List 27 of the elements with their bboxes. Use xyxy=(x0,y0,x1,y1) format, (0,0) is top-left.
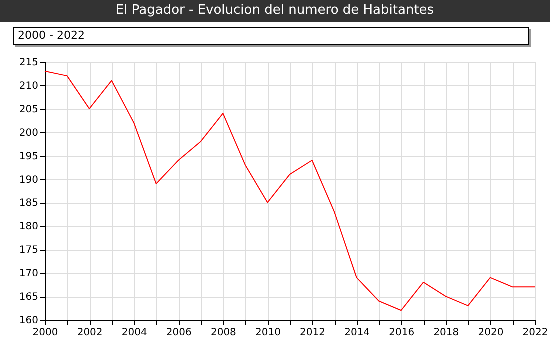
x-tick-label: 2004 xyxy=(122,328,148,338)
y-tick-label: 160 xyxy=(19,316,38,326)
y-tick-label: 175 xyxy=(19,245,38,256)
x-tick-label: 2018 xyxy=(434,328,460,338)
y-tick-label: 215 xyxy=(19,58,38,68)
x-tick-label: 2002 xyxy=(77,328,103,338)
x-tick-label: 2008 xyxy=(210,328,236,338)
x-tick-label: 2022 xyxy=(522,328,548,338)
x-tick-label: 2016 xyxy=(389,328,415,338)
chart-title: El Pagador - Evolucion del numero de Habitantes xyxy=(0,0,550,22)
y-tick-label: 200 xyxy=(19,128,38,139)
line-series xyxy=(44,70,536,312)
y-tick-label: 195 xyxy=(19,151,38,162)
y-tick-label: 165 xyxy=(19,292,38,304)
y-tick-label: 170 xyxy=(19,268,38,280)
y-tick-label: 210 xyxy=(19,80,38,92)
chart-subtitle: 2000 - 2022 xyxy=(13,27,529,45)
x-tick-label: 2014 xyxy=(344,328,370,338)
x-tick-label: 2006 xyxy=(166,328,192,338)
x-tick-label: 2000 xyxy=(32,328,58,338)
x-tick-label: 2020 xyxy=(478,328,504,338)
y-tick-label: 185 xyxy=(19,198,38,210)
x-tick-label: 2010 xyxy=(256,328,281,338)
y-tick-label: 205 xyxy=(19,104,38,116)
x-tick-label: 2012 xyxy=(300,328,326,338)
y-tick-label: 190 xyxy=(19,174,38,186)
y-tick-label: 180 xyxy=(19,222,38,233)
